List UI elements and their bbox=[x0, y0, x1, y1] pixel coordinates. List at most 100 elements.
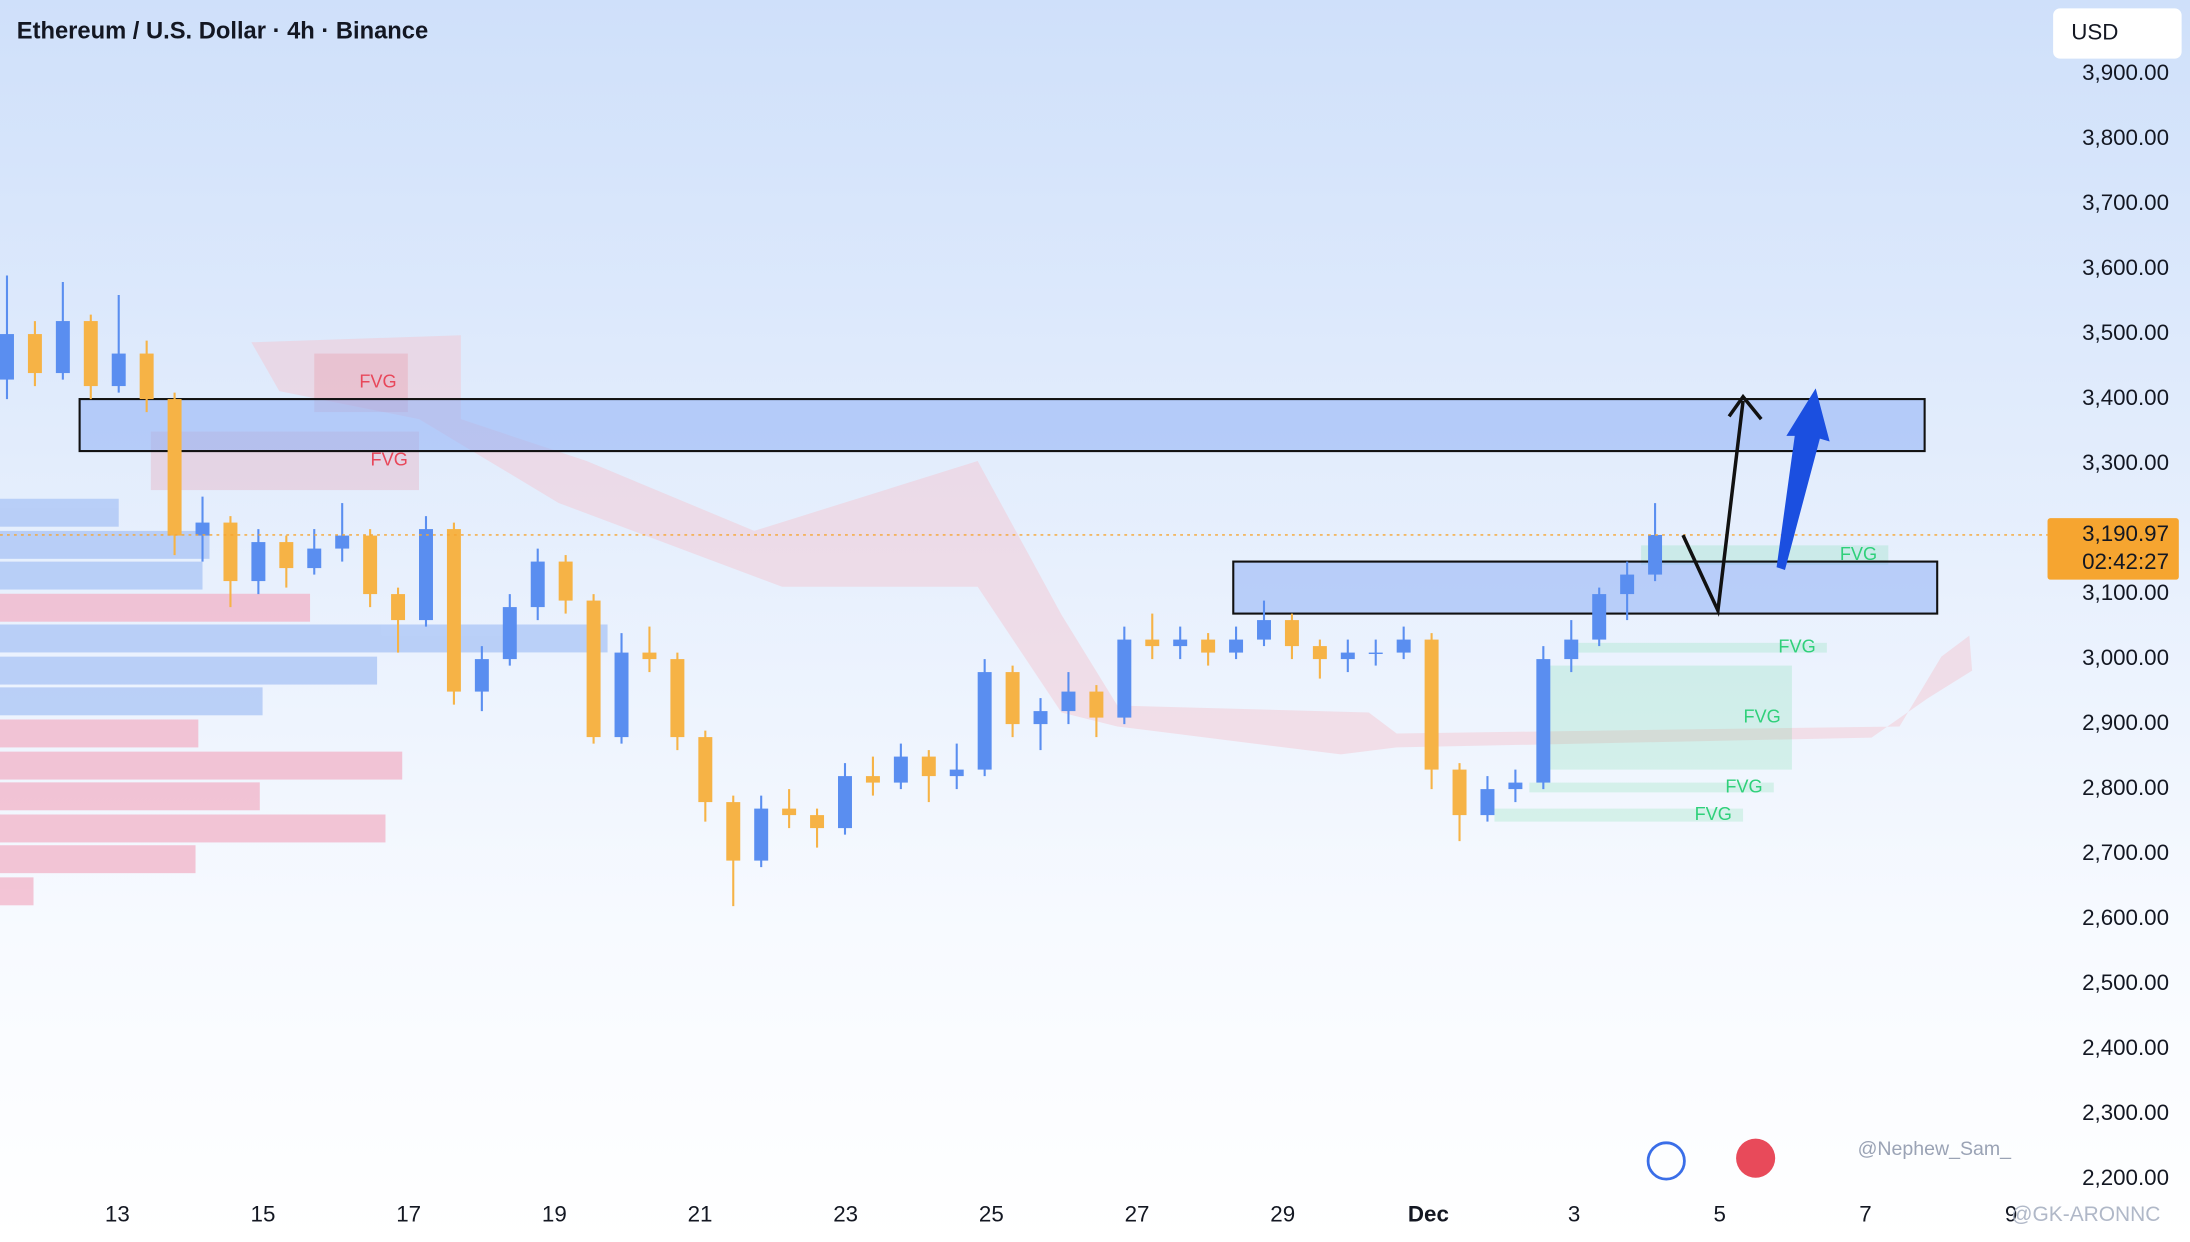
icon[interactable] bbox=[1736, 1138, 1776, 1178]
fvg-label: FVG bbox=[1725, 776, 1762, 796]
y-tick-label: 3,000.00 bbox=[2082, 645, 2169, 670]
y-tick-label: 3,800.00 bbox=[2082, 125, 2169, 150]
candle-body bbox=[83, 321, 98, 387]
y-tick-label: 2,400.00 bbox=[2082, 1035, 2169, 1060]
candle-body bbox=[1005, 672, 1020, 725]
candle-body bbox=[838, 776, 852, 829]
candle-body bbox=[1173, 639, 1188, 647]
candle-body bbox=[614, 652, 629, 738]
x-tick-label: 9 bbox=[2005, 1201, 2017, 1226]
vp-bar bbox=[0, 561, 203, 590]
candle-body bbox=[949, 769, 964, 777]
x-tick-label: 21 bbox=[688, 1201, 713, 1226]
candle-body bbox=[1536, 659, 1551, 783]
candle-body bbox=[1229, 639, 1244, 653]
candle-body bbox=[1368, 652, 1383, 654]
candle-body bbox=[1257, 620, 1271, 640]
candle-body bbox=[1201, 639, 1216, 653]
candle-body bbox=[1284, 620, 1299, 647]
candle-body bbox=[502, 607, 517, 660]
projection-arrow bbox=[1681, 400, 1745, 617]
candle-body bbox=[363, 535, 378, 595]
fvg-label: FVG bbox=[371, 450, 408, 470]
candle-body bbox=[1452, 769, 1467, 816]
candle-body bbox=[865, 776, 880, 783]
candle-body bbox=[670, 659, 685, 738]
vp-bar bbox=[0, 719, 199, 748]
price-label: 3,190.97 bbox=[2082, 521, 2169, 546]
fvg-zone bbox=[1543, 665, 1792, 770]
candle-body bbox=[1145, 639, 1160, 647]
watermark: @Nephew_Sam_ bbox=[1858, 1138, 2013, 1160]
candle-body bbox=[1089, 691, 1104, 718]
candle-body bbox=[726, 802, 741, 861]
candle-body bbox=[1396, 639, 1411, 653]
vp-bar bbox=[0, 593, 311, 622]
y-tick-label: 2,500.00 bbox=[2082, 970, 2169, 995]
vp-bar bbox=[0, 782, 260, 811]
fvg-label: FVG bbox=[1743, 706, 1780, 726]
vp-bar bbox=[0, 498, 119, 527]
vp-bar bbox=[0, 656, 378, 685]
vp-bar bbox=[0, 814, 386, 843]
y-tick-label: 3,900.00 bbox=[2082, 60, 2169, 85]
candle-body bbox=[893, 756, 908, 783]
candle-body bbox=[1592, 594, 1607, 640]
fvg-zone bbox=[1641, 545, 1889, 565]
y-tick-label: 2,800.00 bbox=[2082, 775, 2169, 800]
volume-profile bbox=[0, 498, 608, 906]
price-tag bbox=[2047, 518, 2179, 580]
candle-body bbox=[558, 561, 573, 601]
y-tick-label: 2,900.00 bbox=[2082, 710, 2169, 735]
candle-body bbox=[977, 672, 992, 770]
vp-bar bbox=[0, 751, 403, 780]
candle-body bbox=[1061, 691, 1076, 712]
candle-body bbox=[754, 808, 769, 861]
fvg-label: FVG bbox=[1695, 804, 1732, 824]
candle-body bbox=[307, 548, 322, 569]
candle-body bbox=[782, 808, 797, 816]
y-tick-label: 2,300.00 bbox=[2082, 1100, 2169, 1125]
x-tick-label: 13 bbox=[105, 1201, 130, 1226]
candle-body bbox=[1312, 646, 1327, 660]
candle-body bbox=[810, 815, 825, 829]
candle-body bbox=[1117, 639, 1132, 718]
y-tick-label: 3,400.00 bbox=[2082, 385, 2169, 410]
x-tick-label: 27 bbox=[1125, 1201, 1150, 1226]
x-tick-label: 25 bbox=[979, 1201, 1004, 1226]
y-tick-label: 3,500.00 bbox=[2082, 320, 2169, 345]
x-tick-label: 3 bbox=[1568, 1201, 1580, 1226]
vp-bar bbox=[0, 687, 263, 716]
candle-body bbox=[1508, 782, 1523, 790]
candle-body bbox=[921, 756, 936, 777]
x-tick-label: 29 bbox=[1270, 1201, 1295, 1226]
candle-body bbox=[223, 522, 238, 582]
x-tick-label: 17 bbox=[396, 1201, 421, 1226]
fvg-zone bbox=[1494, 808, 1744, 822]
candle-body bbox=[279, 542, 294, 569]
x-tick-label: 15 bbox=[251, 1201, 276, 1226]
blue-arrow bbox=[1776, 388, 1830, 571]
icon[interactable] bbox=[1646, 1141, 1686, 1181]
arrow-head bbox=[1727, 393, 1763, 421]
y-tick-label: 3,600.00 bbox=[2082, 255, 2169, 280]
candle-body bbox=[446, 529, 461, 692]
fvg-label: FVG bbox=[1778, 637, 1815, 657]
candle-body bbox=[474, 659, 489, 692]
candle-body bbox=[698, 737, 713, 803]
y-tick-label: 3,300.00 bbox=[2082, 450, 2169, 475]
candle-body bbox=[111, 353, 126, 387]
fvg-label: FVG bbox=[1840, 544, 1877, 564]
currency-box[interactable] bbox=[2053, 8, 2182, 59]
candle-body bbox=[1340, 652, 1355, 660]
currency: USD bbox=[2071, 19, 2118, 44]
vp-bar bbox=[0, 845, 196, 874]
candle-body bbox=[1480, 789, 1495, 816]
zone-box bbox=[78, 398, 1926, 453]
candle-body bbox=[419, 529, 433, 621]
chart-title: Ethereum / U.S. Dollar · 4h · Binance bbox=[17, 18, 428, 44]
candle-body bbox=[586, 600, 601, 738]
fvg-zone bbox=[1529, 782, 1774, 793]
